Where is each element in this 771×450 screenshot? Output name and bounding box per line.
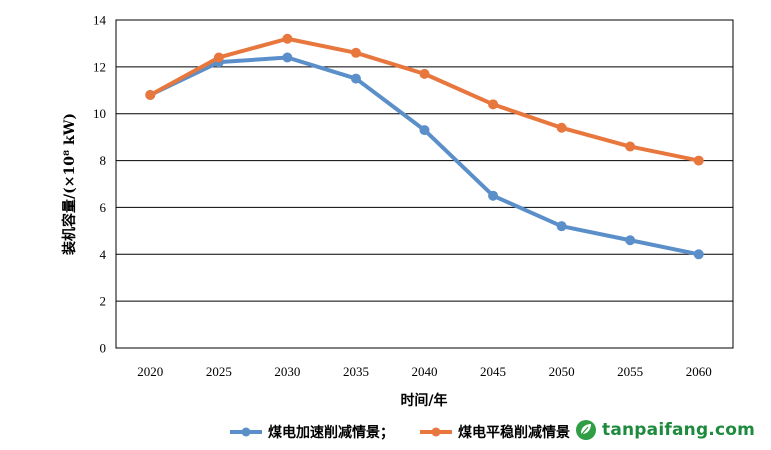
leaf-logo-icon — [576, 420, 596, 440]
x-tick-label: 2035 — [343, 364, 369, 379]
data-point — [625, 235, 636, 246]
legend-swatch-marker — [431, 427, 441, 437]
y-tick-label: 2 — [100, 294, 107, 309]
y-tick-label: 4 — [100, 247, 107, 262]
data-point — [488, 190, 499, 201]
data-point — [419, 125, 430, 136]
y-tick-label: 14 — [93, 13, 107, 28]
x-tick-labels: 2020 2025 2030 2035 2040 2045 2050 2055 2060 — [137, 364, 711, 379]
data-point — [282, 52, 293, 63]
legend-label: 煤电平稳削减情景 — [458, 424, 570, 441]
series-group — [145, 33, 704, 260]
y-tick-labels: 0 2 4 6 8 10 12 14 — [93, 13, 107, 356]
legend-label: 煤电加速削减情景； — [268, 424, 394, 441]
data-point — [419, 68, 430, 79]
data-point — [556, 122, 567, 133]
x-tick-label: 2020 — [137, 364, 163, 379]
plot-area — [115, 19, 734, 349]
x-tick-label: 2025 — [206, 364, 232, 379]
watermark: tanpaifang.com — [574, 415, 755, 445]
legend-item-2: 煤电平稳削减情景 — [420, 424, 570, 441]
x-tick-label: 2060 — [686, 364, 712, 379]
series-line — [148, 36, 701, 163]
series-2 — [145, 33, 704, 166]
series-1 — [145, 52, 704, 260]
y-axis-title: 装机容量/(×10⁸ kW) — [61, 113, 78, 256]
x-tick-label: 2055 — [617, 364, 643, 379]
data-point — [693, 249, 704, 260]
x-tick-label: 2045 — [480, 364, 506, 379]
x-tick-label: 2050 — [549, 364, 575, 379]
data-point — [350, 73, 361, 84]
legend-swatch-marker — [241, 427, 251, 437]
grid-lines — [116, 66, 733, 302]
legend: 煤电加速削减情景； 煤电平稳削减情景 — [230, 424, 570, 441]
data-point — [350, 47, 361, 58]
y-tick-label: 8 — [100, 153, 107, 168]
y-tick-label: 10 — [93, 106, 106, 121]
y-tick-label: 6 — [100, 200, 107, 215]
x-tick-label: 2040 — [412, 364, 438, 379]
x-tick-label: 2030 — [274, 364, 300, 379]
y-tick-label: 12 — [93, 59, 106, 74]
y-tick-label: 0 — [100, 341, 107, 356]
data-point — [213, 52, 224, 63]
data-point — [282, 33, 293, 44]
x-axis-title: 时间/年 — [400, 392, 447, 409]
data-point — [625, 141, 636, 152]
data-point — [556, 221, 567, 232]
data-point — [488, 99, 499, 110]
data-point — [693, 155, 704, 166]
watermark-text: tanpaifang.com — [602, 420, 756, 440]
data-point — [145, 89, 156, 100]
series-line — [148, 55, 701, 257]
legend-item-1: 煤电加速削减情景； — [230, 424, 394, 441]
